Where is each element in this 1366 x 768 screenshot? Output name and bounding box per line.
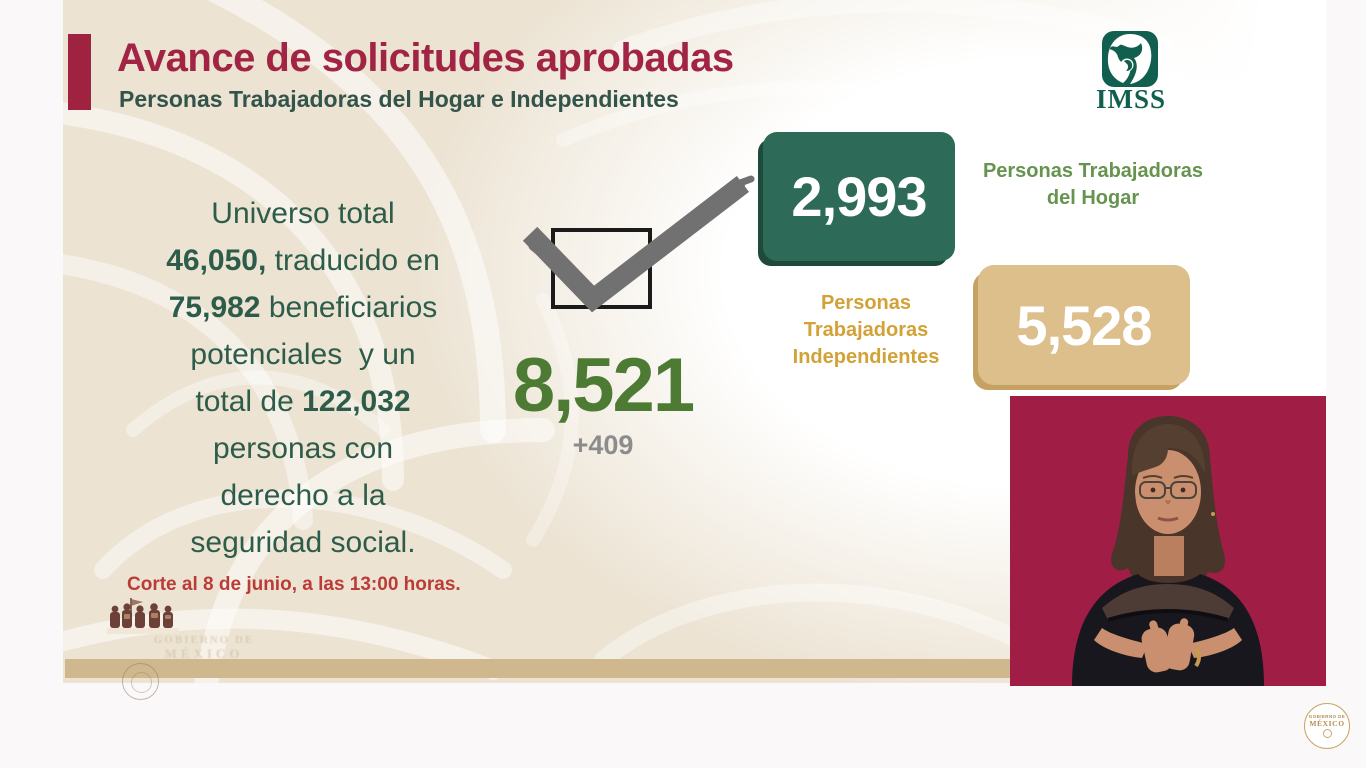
- page-title: Avance de solicitudes aprobadas: [117, 36, 734, 80]
- independientes-value-box: 5,528: [978, 265, 1190, 385]
- paragraph-line: 46,050, traducido en: [166, 244, 440, 277]
- gobierno-mexico-seal: GOBIERNO DE MÉXICO: [1304, 703, 1350, 749]
- page-subtitle: Personas Trabajadoras del Hogar e Indepe…: [119, 86, 679, 112]
- cutoff-note: Corte al 8 de junio, a las 13:00 horas.: [127, 574, 461, 595]
- title-accent-bar: [68, 34, 91, 110]
- sign-language-interpreter-video: [1010, 396, 1326, 686]
- seal-eagle-icon: [1322, 729, 1332, 739]
- paragraph-line: derecho a la: [220, 479, 386, 512]
- imss-eagle-icon: [1102, 31, 1158, 87]
- approved-total-delta: +409: [572, 430, 634, 460]
- faded-gobierno-wordmark: GOBIERNO DE MÉXICO: [153, 634, 255, 661]
- seal-text-line1: GOBIERNO DE: [1308, 713, 1346, 719]
- hogar-value-box: 2,993: [763, 132, 955, 261]
- checked-checkbox-icon: [523, 175, 755, 313]
- seal-text-line2: MÉXICO: [1309, 718, 1345, 728]
- imss-logo: IMSS: [1096, 30, 1167, 114]
- imss-logo-text: IMSS: [1096, 84, 1167, 114]
- approved-total: 8,521 +409: [433, 348, 773, 461]
- approved-total-value: 8,521: [512, 343, 695, 428]
- faint-seal-icon: [122, 663, 159, 700]
- paragraph-line: personas con: [212, 432, 394, 465]
- independientes-label: Personas Trabajadoras Independientes: [792, 292, 940, 368]
- paragraph-line: 75,982 beneficiarios: [168, 291, 438, 324]
- hogar-value: 2,993: [791, 165, 927, 228]
- hogar-label: Personas Trabajadoras del Hogar: [982, 160, 1204, 209]
- universe-paragraph: Universo total 46,050, traducido en 75,9…: [121, 190, 485, 566]
- independientes-value: 5,528: [1016, 293, 1152, 357]
- paragraph-line: total de 122,032: [195, 385, 411, 418]
- paragraph-line: potenciales y un: [190, 338, 416, 371]
- interpreter-figure: [1072, 416, 1264, 686]
- historical-figures-image: [107, 598, 179, 634]
- paragraph-line: Universo total: [211, 197, 395, 230]
- paragraph-line: seguridad social.: [190, 526, 416, 559]
